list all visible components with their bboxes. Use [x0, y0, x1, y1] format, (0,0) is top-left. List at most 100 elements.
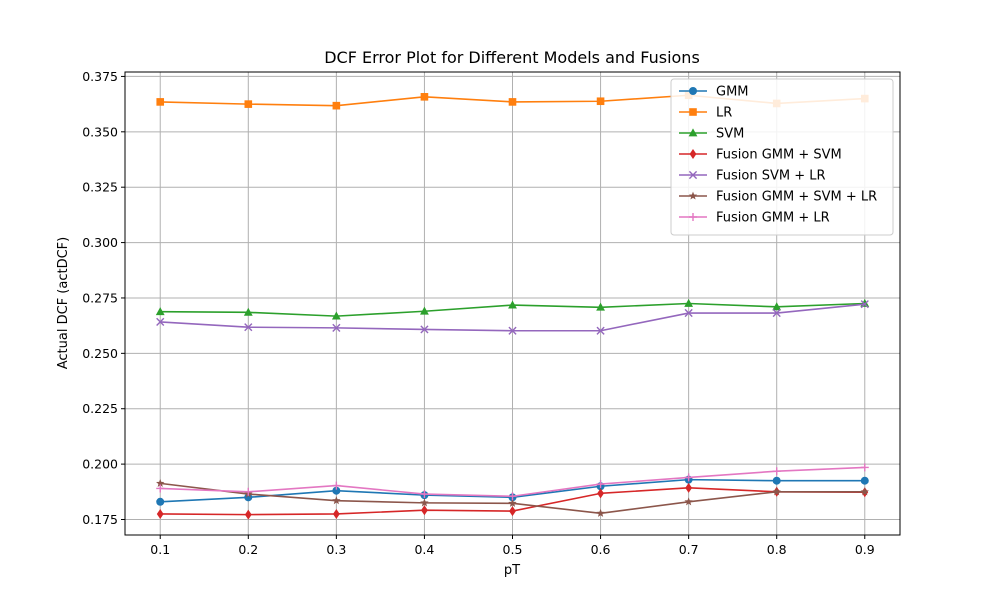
data-point-gmm — [772, 476, 781, 485]
legend: GMM LR SVM Fusion GMM + SVM Fusion SVM + LR F… — [670, 78, 894, 236]
data-point-svm — [420, 306, 429, 315]
data-point-gmm — [860, 476, 869, 485]
data-point-gmm — [156, 497, 165, 506]
data-point-gmm — [332, 486, 341, 495]
legend-item-svm: SVM — [679, 127, 744, 142]
data-point-fusion-svm-lr — [332, 323, 341, 332]
data-point-fusion-gmm-svm-lr — [332, 496, 341, 505]
legend-item-fusion-gmm-svm-lr: Fusion GMM + SVM + LR — [679, 190, 877, 205]
data-point-svm — [243, 307, 253, 316]
x-tick-label: 0.7 — [679, 542, 699, 557]
legend-label: SVM — [716, 127, 744, 142]
data-point-lr — [596, 97, 605, 106]
data-point-fusion-gmm-svm — [244, 509, 252, 520]
y-tick-label: 0.300 — [82, 235, 118, 250]
legend-marker — [688, 191, 698, 200]
data-point-fusion-gmm-svm — [156, 508, 164, 519]
data-point-lr — [244, 100, 253, 108]
legend-marker — [688, 128, 698, 137]
data-point-fusion-gmm-svm-lr — [508, 498, 517, 507]
data-point-svm — [508, 300, 517, 309]
legend-marker — [689, 213, 697, 221]
data-point-fusion-gmm-svm — [685, 482, 693, 493]
data-point-fusion-gmm-svm-lr — [156, 478, 165, 487]
x-axis-label: pT — [504, 563, 520, 578]
legend-marker — [688, 170, 698, 180]
x-tick-label: 0.8 — [767, 542, 787, 557]
y-tick-label: 0.250 — [82, 346, 118, 361]
data-point-fusion-svm-lr — [244, 323, 253, 332]
legend-label: LR — [716, 106, 732, 121]
legend-label: Fusion GMM + LR — [716, 211, 830, 226]
x-tick-label: 0.3 — [326, 542, 346, 557]
data-point-lr — [332, 101, 341, 110]
x-tick-label: 0.1 — [150, 542, 170, 557]
data-point-fusion-gmm-lr — [508, 492, 517, 501]
data-point-fusion-gmm-svm — [332, 508, 340, 519]
data-point-gmm — [244, 493, 253, 502]
legend-marker — [689, 87, 697, 95]
data-point-fusion-gmm-lr — [860, 463, 869, 472]
y-tick-label: 0.175 — [82, 512, 118, 527]
data-point-lr — [156, 98, 165, 106]
data-point-svm — [684, 298, 694, 307]
x-tick-label: 0.6 — [591, 542, 611, 557]
legend-marker — [689, 108, 697, 116]
data-point-fusion-svm-lr — [596, 326, 605, 335]
data-point-svm — [155, 307, 165, 316]
data-point-lr — [420, 93, 429, 101]
data-point-fusion-svm-lr — [772, 308, 781, 318]
y-tick-label: 0.350 — [82, 124, 118, 139]
data-point-fusion-gmm-svm-lr — [596, 508, 605, 517]
legend-item-gmm: GMM — [679, 85, 749, 100]
data-point-fusion-gmm-svm-lr — [860, 487, 869, 496]
data-point-fusion-svm-lr — [684, 308, 693, 318]
x-tick-label: 0.2 — [238, 542, 258, 557]
data-point-fusion-svm-lr — [420, 325, 429, 334]
data-point-fusion-gmm-lr — [332, 481, 341, 490]
legend-item-lr: LR — [679, 106, 732, 121]
series-fusion-gmm-lr — [156, 463, 869, 501]
data-point-fusion-gmm-svm-lr — [772, 487, 781, 496]
legend-item-fusion-gmm-svm: Fusion GMM + SVM — [679, 148, 842, 163]
legend-label: Fusion SVM + LR — [716, 169, 826, 184]
data-point-fusion-gmm-svm — [421, 505, 428, 516]
legend-label: Fusion GMM + SVM — [716, 148, 842, 163]
legend-item-fusion-gmm-lr: Fusion GMM + LR — [679, 211, 830, 226]
chart-title: DCF Error Plot for Different Models and … — [324, 48, 700, 67]
data-point-fusion-gmm-lr — [156, 484, 165, 493]
y-tick-label: 0.375 — [82, 69, 118, 84]
y-tick-label: 0.200 — [82, 457, 118, 472]
data-point-svm — [331, 311, 341, 320]
data-point-fusion-gmm-svm — [509, 506, 516, 517]
x-tick-label: 0.4 — [414, 542, 434, 557]
x-tick-label: 0.5 — [503, 542, 523, 557]
data-point-fusion-gmm-lr — [684, 473, 693, 482]
data-point-fusion-gmm-lr — [596, 480, 605, 489]
data-point-fusion-gmm-svm-lr — [684, 497, 693, 506]
data-point-fusion-svm-lr — [860, 300, 869, 309]
data-point-fusion-gmm-lr — [420, 490, 429, 499]
legend-label: GMM — [716, 85, 749, 100]
y-tick-label: 0.225 — [82, 401, 118, 416]
data-point-fusion-svm-lr — [508, 326, 517, 335]
data-point-fusion-gmm-lr — [244, 487, 253, 496]
y-tick-label: 0.275 — [82, 290, 118, 305]
data-point-fusion-gmm-svm — [597, 488, 604, 499]
y-axis-label: Actual DCF (actDCF) — [56, 237, 71, 369]
legend-marker — [689, 149, 697, 159]
data-point-fusion-svm-lr — [156, 317, 165, 326]
data-point-lr — [508, 98, 517, 106]
data-point-fusion-gmm-lr — [772, 467, 781, 476]
legend-box — [670, 78, 894, 236]
series-fusion-svm-lr — [156, 300, 869, 335]
x-tick-label: 0.9 — [855, 542, 875, 557]
y-tick-label: 0.325 — [82, 180, 118, 195]
legend-item-fusion-svm-lr: Fusion SVM + LR — [679, 169, 826, 184]
ticks-group: 0.1 0.2 0.3 0.4 0.5 0.6 0.7 0.8 0.9 0.175 0.200 0.2… — [82, 69, 875, 557]
data-point-svm — [596, 302, 605, 311]
data-point-fusion-gmm-svm-lr — [420, 498, 429, 507]
legend-label: Fusion GMM + SVM + LR — [716, 190, 877, 205]
data-point-svm — [772, 302, 782, 311]
